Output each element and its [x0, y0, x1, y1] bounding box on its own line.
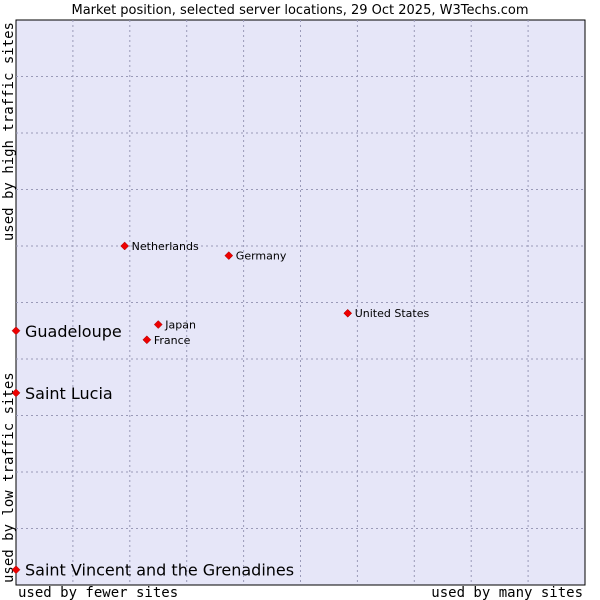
point-marker — [11, 388, 21, 398]
point-saint-vincent-and-the-grenadines: Saint Vincent and the Grenadines — [11, 561, 294, 580]
point-label: Japan — [164, 319, 196, 332]
x-axis-label-right: used by many sites — [431, 585, 583, 600]
point-label: Saint Vincent and the Grenadines — [25, 561, 294, 580]
point-label: Netherlands — [132, 240, 199, 253]
point-marker — [142, 335, 152, 345]
point-guadeloupe: Guadeloupe — [11, 322, 122, 341]
y-axis-label-top: used by high traffic sites — [1, 22, 17, 241]
point-japan: Japan — [153, 319, 196, 332]
point-label: Germany — [236, 250, 287, 263]
point-saint-lucia: Saint Lucia — [11, 384, 113, 403]
point-marker — [120, 241, 130, 251]
x-axis-label-left: used by fewer sites — [18, 585, 178, 600]
point-netherlands: Netherlands — [120, 240, 199, 253]
point-germany: Germany — [224, 250, 287, 263]
point-label: Saint Lucia — [25, 384, 113, 403]
point-united-states: United States — [343, 307, 430, 320]
point-france: France — [142, 334, 191, 347]
point-label: France — [154, 334, 191, 347]
grid-lines — [16, 20, 585, 585]
data-points: Netherlands Germany United States Japan Fran… — [11, 240, 430, 580]
point-label: United States — [355, 307, 430, 320]
point-label: Guadeloupe — [25, 322, 122, 341]
point-marker — [343, 308, 353, 318]
y-axis-label-bottom: used by low traffic sites — [1, 372, 17, 583]
chart-title: Market position, selected server locatio… — [71, 3, 528, 18]
point-marker — [224, 251, 234, 260]
point-marker — [11, 565, 21, 575]
point-marker — [11, 326, 21, 336]
point-marker — [153, 320, 163, 329]
